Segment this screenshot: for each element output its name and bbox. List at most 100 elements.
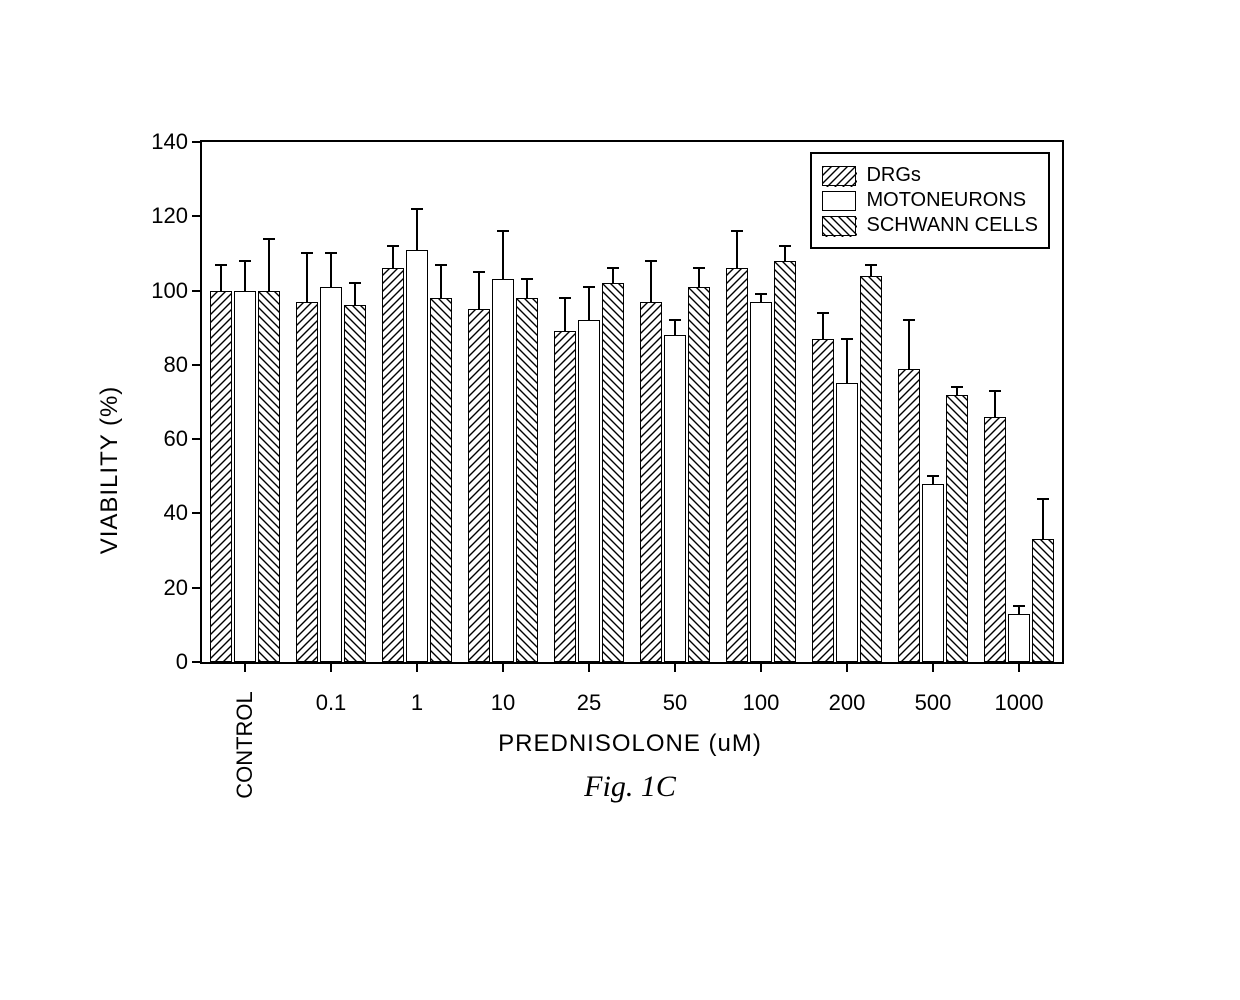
error-cap <box>411 208 423 210</box>
x-category-label: 10 <box>491 690 515 716</box>
bar-schwann-cells <box>1032 539 1054 662</box>
error-cap <box>559 297 571 299</box>
error-bar <box>908 320 910 368</box>
x-category-label: 1 <box>411 690 423 716</box>
bar-motoneurons <box>234 291 256 662</box>
error-bar <box>932 476 934 483</box>
bar-drgs <box>210 291 232 662</box>
legend-label: MOTONEURONS <box>866 189 1026 212</box>
bar-schwann-cells <box>602 283 624 662</box>
error-cap <box>239 260 251 262</box>
page: VIABILITY (%) DRGsMOTONEURONSSCHWANN CEL… <box>0 0 1240 1000</box>
error-cap <box>903 319 915 321</box>
error-bar <box>268 239 270 291</box>
error-bar <box>1042 499 1044 540</box>
x-tick <box>502 662 504 672</box>
figure-caption: Fig. 1C <box>200 770 1060 804</box>
legend-swatch <box>822 216 856 236</box>
bar-schwann-cells <box>430 298 452 662</box>
error-bar <box>674 320 676 335</box>
error-bar <box>698 268 700 287</box>
bar-motoneurons <box>922 484 944 662</box>
error-bar <box>392 246 394 268</box>
legend: DRGsMOTONEURONSSCHWANN CELLS <box>810 152 1050 249</box>
error-cap <box>1013 605 1025 607</box>
error-cap <box>473 271 485 273</box>
bar-schwann-cells <box>860 276 882 662</box>
error-bar <box>244 261 246 291</box>
x-tick <box>932 662 934 672</box>
error-bar <box>1018 606 1020 613</box>
y-tick-label: 100 <box>151 278 202 304</box>
error-cap <box>693 267 705 269</box>
x-axis-label: PREDNISOLONE (uM) <box>200 730 1060 758</box>
bar-schwann-cells <box>688 287 710 662</box>
bar-motoneurons <box>320 287 342 662</box>
error-cap <box>841 338 853 340</box>
bar-motoneurons <box>664 335 686 662</box>
legend-item: SCHWANN CELLS <box>822 214 1038 237</box>
error-bar <box>220 265 222 291</box>
bar-drgs <box>726 268 748 662</box>
error-cap <box>349 282 361 284</box>
bar-drgs <box>984 417 1006 662</box>
error-cap <box>731 230 743 232</box>
error-bar <box>994 391 996 417</box>
legend-item: MOTONEURONS <box>822 189 1038 212</box>
bar-motoneurons <box>1008 614 1030 662</box>
bar-motoneurons <box>492 279 514 662</box>
error-cap <box>865 264 877 266</box>
bar-schwann-cells <box>344 305 366 662</box>
x-category-label: 50 <box>663 690 687 716</box>
bar-motoneurons <box>750 302 772 662</box>
legend-label: DRGs <box>866 164 920 187</box>
error-cap <box>215 264 227 266</box>
bar-schwann-cells <box>774 261 796 662</box>
error-bar <box>306 253 308 301</box>
error-bar <box>440 265 442 298</box>
x-tick <box>846 662 848 672</box>
error-cap <box>817 312 829 314</box>
error-cap <box>607 267 619 269</box>
y-tick-label: 120 <box>151 203 202 229</box>
error-cap <box>325 252 337 254</box>
legend-label: SCHWANN CELLS <box>866 214 1038 237</box>
error-bar <box>846 339 848 384</box>
bar-motoneurons <box>406 250 428 662</box>
plot-area: DRGsMOTONEURONSSCHWANN CELLS 02040608010… <box>200 140 1064 664</box>
error-cap <box>669 319 681 321</box>
bar-motoneurons <box>578 320 600 662</box>
x-category-label: 500 <box>915 690 952 716</box>
error-cap <box>521 278 533 280</box>
error-cap <box>263 238 275 240</box>
error-bar <box>956 387 958 394</box>
error-bar <box>416 209 418 250</box>
error-bar <box>526 279 528 298</box>
y-axis-label: VIABILITY (%) <box>96 386 124 555</box>
error-bar <box>588 287 590 320</box>
error-cap <box>951 386 963 388</box>
error-cap <box>301 252 313 254</box>
bar-drgs <box>812 339 834 662</box>
bar-drgs <box>640 302 662 662</box>
error-cap <box>1037 498 1049 500</box>
x-category-label: 200 <box>829 690 866 716</box>
bar-schwann-cells <box>946 395 968 662</box>
bar-schwann-cells <box>258 291 280 662</box>
y-tick-label: 140 <box>151 129 202 155</box>
error-bar <box>736 231 738 268</box>
x-category-label: 100 <box>743 690 780 716</box>
error-bar <box>478 272 480 309</box>
x-tick <box>588 662 590 672</box>
y-tick-label: 20 <box>164 575 202 601</box>
legend-item: DRGs <box>822 164 1038 187</box>
error-cap <box>583 286 595 288</box>
bar-drgs <box>898 369 920 662</box>
bar-drgs <box>296 302 318 662</box>
x-tick <box>416 662 418 672</box>
viability-chart: VIABILITY (%) DRGsMOTONEURONSSCHWANN CEL… <box>90 120 1090 820</box>
y-tick-label: 0 <box>176 649 202 675</box>
error-cap <box>497 230 509 232</box>
error-cap <box>989 390 1001 392</box>
x-category-label: 25 <box>577 690 601 716</box>
